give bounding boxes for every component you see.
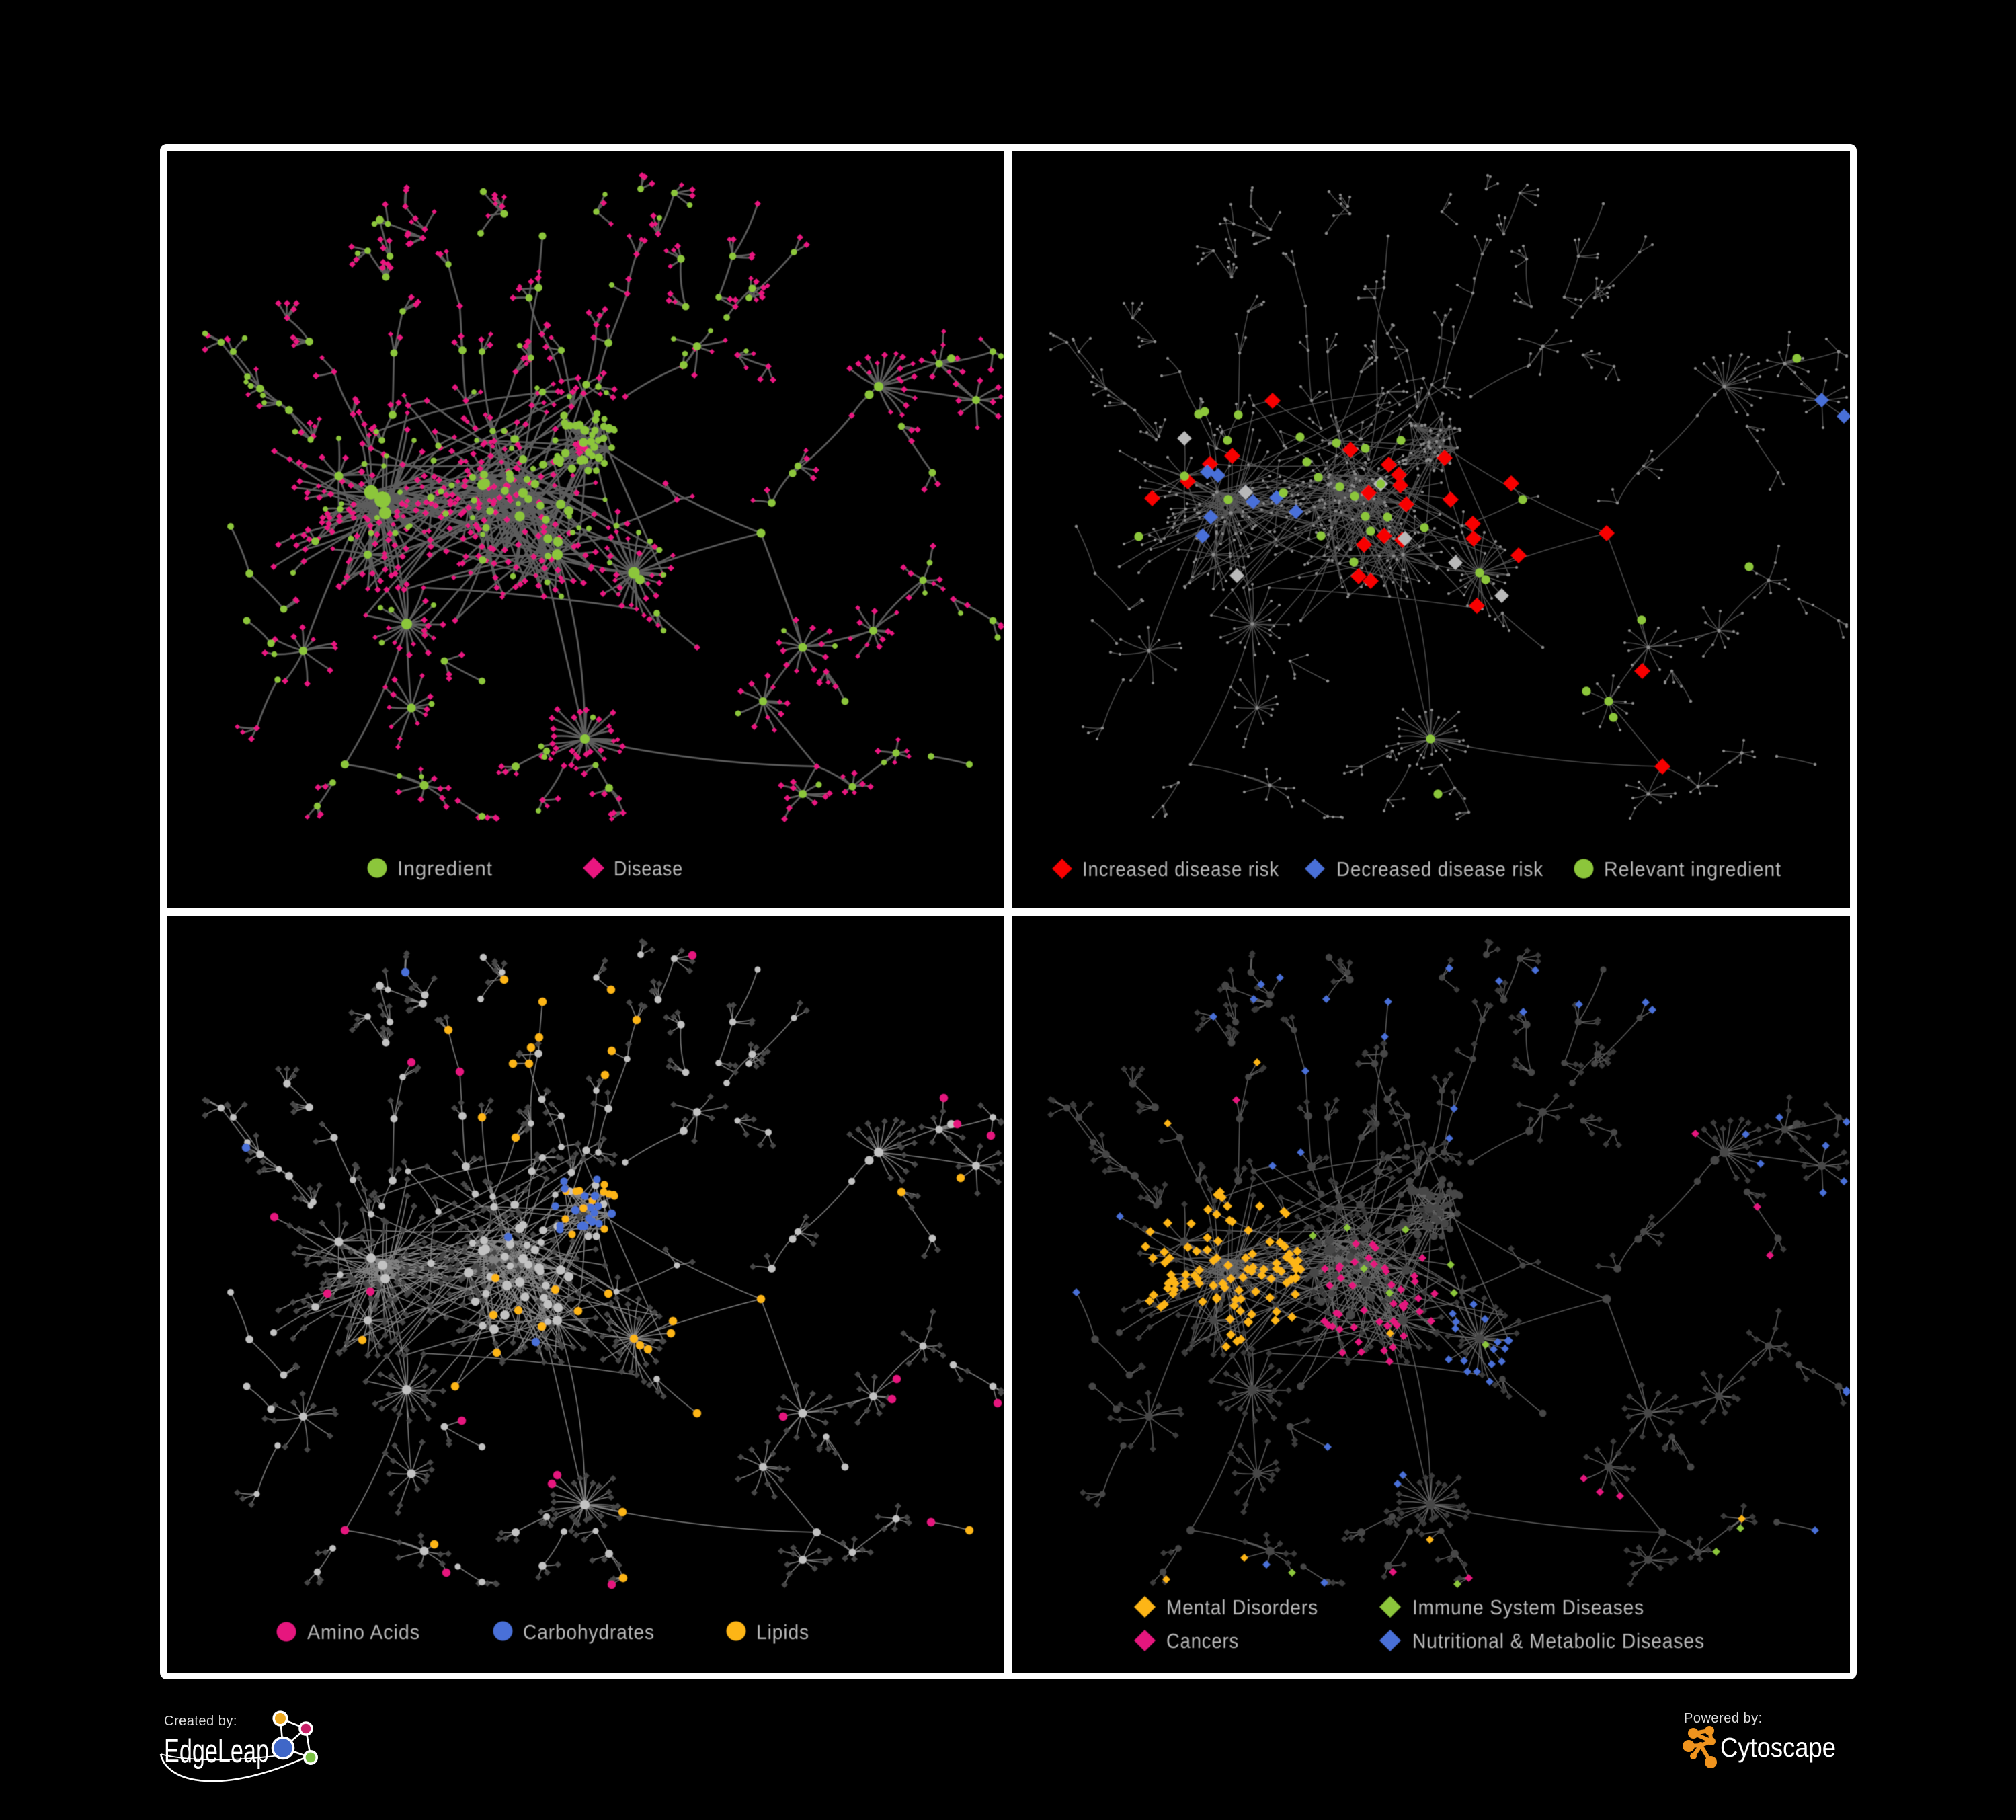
svg-text:Mental Disorders: Mental Disorders <box>1166 1595 1318 1619</box>
svg-text:Cancers: Cancers <box>1166 1629 1239 1653</box>
svg-text:Decreased disease risk: Decreased disease risk <box>1336 857 1543 881</box>
svg-text:Lipids: Lipids <box>756 1620 809 1644</box>
svg-text:Powered by:: Powered by: <box>1684 1711 1763 1726</box>
svg-text:Carbohydrates: Carbohydrates <box>523 1620 655 1644</box>
svg-text:Cytoscape: Cytoscape <box>1720 1732 1836 1763</box>
svg-text:Relevant ingredient: Relevant ingredient <box>1604 857 1781 881</box>
svg-text:Amino Acids: Amino Acids <box>307 1620 420 1644</box>
svg-text:Created by:: Created by: <box>164 1714 237 1729</box>
svg-text:Immune System Diseases: Immune System Diseases <box>1412 1595 1644 1619</box>
svg-text:Nutritional & Metabolic Diseas: Nutritional & Metabolic Diseases <box>1412 1629 1705 1653</box>
svg-text:Ingredient: Ingredient <box>397 857 493 880</box>
svg-text:EdgeLeap: EdgeLeap <box>164 1733 269 1770</box>
svg-text:Increased disease risk: Increased disease risk <box>1082 857 1279 881</box>
svg-text:Disease: Disease <box>614 857 683 880</box>
